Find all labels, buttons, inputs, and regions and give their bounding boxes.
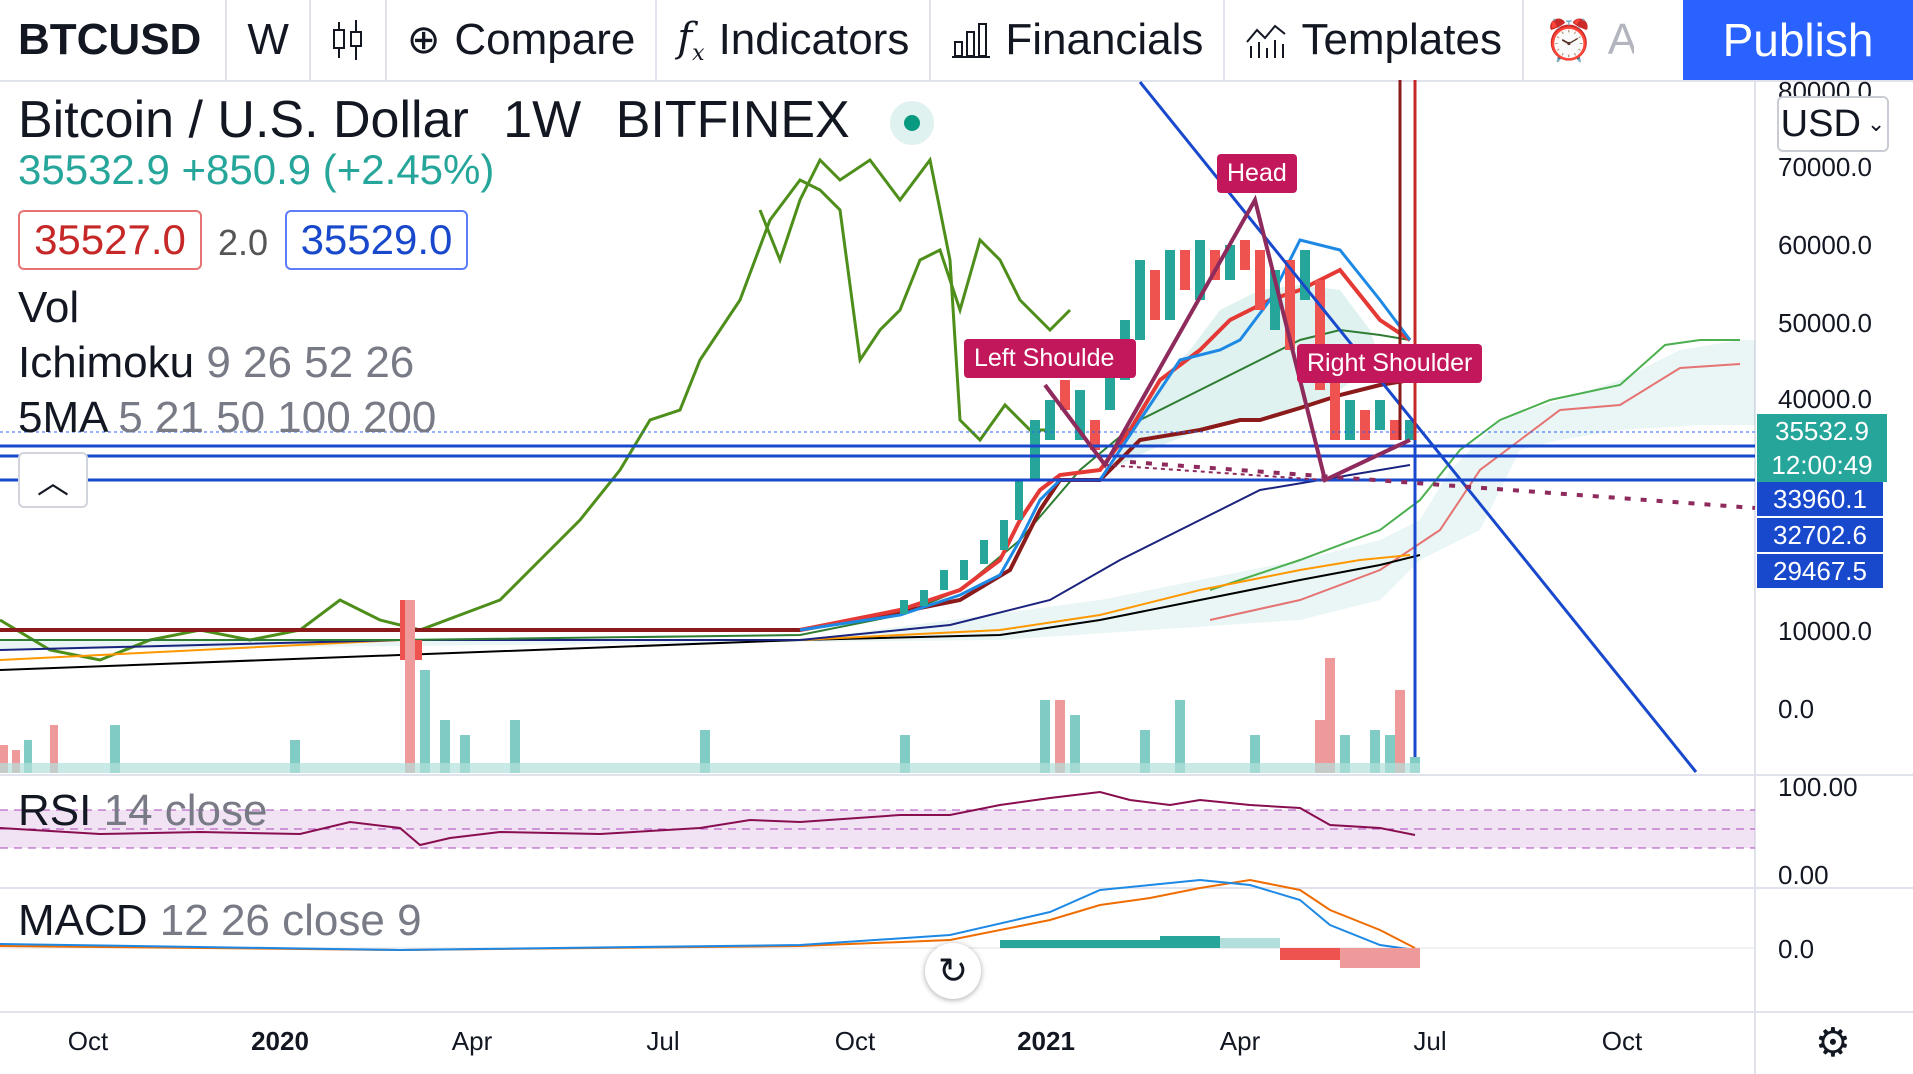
time-label: Oct	[1601, 1026, 1643, 1056]
alerts-label: Al	[1607, 15, 1634, 64]
financials-button[interactable]: Financials	[931, 0, 1226, 80]
rsi-label: RSI	[18, 786, 92, 835]
reset-chart-button[interactable]: ↻	[925, 943, 981, 999]
ichimoku-params: 9 26 52 26	[206, 338, 415, 387]
macd-histogram	[1000, 936, 1420, 968]
chevron-up-icon: ︿	[36, 464, 69, 500]
price-label: 0.0	[1778, 694, 1815, 724]
price-label: 50000.0	[1778, 308, 1872, 338]
time-label: Jul	[646, 1026, 680, 1056]
rsi-axis-label: 0.00	[1778, 860, 1829, 890]
head-label[interactable]: Head	[1217, 154, 1297, 193]
time-label: 2020	[251, 1026, 309, 1056]
publish-button[interactable]: Publish	[1683, 0, 1913, 80]
chart-type-button[interactable]	[311, 0, 387, 80]
time-label: Apr	[1219, 1026, 1261, 1056]
level-tag: 32702.6	[1757, 518, 1883, 552]
buy-button[interactable]: 35529.0	[285, 210, 468, 270]
settings-button[interactable]: ⚙	[1815, 1020, 1851, 1066]
time-label: Apr	[451, 1026, 493, 1056]
macd-label: MACD	[18, 896, 148, 945]
time-label: Oct	[834, 1026, 876, 1056]
volume-bars	[0, 600, 1420, 773]
candles-icon	[332, 20, 362, 60]
function-icon: fx	[677, 14, 705, 66]
spread-value: 2.0	[218, 222, 269, 263]
rsi-params: 14 close	[103, 786, 268, 835]
gear-icon: ⚙	[1815, 1021, 1851, 1065]
macd-legend[interactable]: MACD 12 26 close 9	[18, 896, 422, 946]
level-tag: 29467.5	[1757, 554, 1883, 588]
bar-chart-icon	[952, 23, 991, 58]
interval-button[interactable]: W	[227, 0, 311, 80]
right-shoulder-label[interactable]: Right Shoulder	[1297, 344, 1483, 383]
currency-label: USD	[1780, 102, 1861, 145]
ichimoku-label: Ichimoku	[18, 338, 195, 387]
alarm-clock-icon: ⏰	[1543, 18, 1594, 63]
ichimoku-legend[interactable]: Ichimoku 9 26 52 26	[18, 338, 414, 388]
ma-legend[interactable]: 5MA 5 21 50 100 200	[18, 393, 436, 443]
plus-circle-icon: ⊕	[406, 18, 441, 62]
chart-canvas[interactable]	[0, 80, 1913, 1074]
title-exchange: BITFINEX	[615, 91, 850, 149]
vol-label: Vol	[18, 283, 80, 332]
last-price: 35532.9	[1775, 416, 1869, 446]
top-toolbar: BTCUSD W ⊕ Compare fx Indicators Financi…	[0, 0, 1913, 82]
compare-button[interactable]: ⊕ Compare	[387, 0, 658, 80]
left-shoulder-label[interactable]: Left Shoulde	[964, 339, 1136, 378]
vol-legend[interactable]: Vol	[18, 283, 79, 333]
indicators-label: Indicators	[718, 15, 910, 64]
rsi-axis-label: 100.00	[1778, 772, 1858, 802]
price-label: 40000.0	[1778, 384, 1872, 414]
time-label: Oct	[67, 1026, 109, 1056]
ma-label: 5MA	[18, 393, 107, 442]
macd-params: 12 26 close 9	[159, 896, 422, 945]
rsi-legend[interactable]: RSI 14 close	[18, 786, 267, 836]
indicators-button[interactable]: fx Indicators	[657, 0, 932, 80]
last-price-tag: 35532.9 12:00:49	[1757, 414, 1887, 482]
price-change: 35532.9 +850.9 (+2.45%)	[18, 146, 495, 193]
sell-button[interactable]: 35527.0	[18, 210, 202, 270]
bar-countdown: 12:00:49	[1771, 450, 1873, 480]
templates-icon	[1246, 24, 1287, 58]
price-label: 70000.0	[1778, 152, 1872, 182]
symbol-button[interactable]: BTCUSD	[0, 0, 228, 80]
templates-label: Templates	[1301, 15, 1502, 64]
title-interval: 1W	[503, 91, 582, 149]
price-label: 60000.0	[1778, 230, 1872, 260]
chevron-down-icon: ⌄	[1866, 111, 1886, 136]
price-label: 10000.0	[1778, 616, 1872, 646]
currency-selector[interactable]: USD ⌄	[1777, 96, 1889, 152]
macd-axis-label: 0.0	[1778, 934, 1815, 964]
time-label: 2021	[1017, 1026, 1075, 1056]
symbol-description: Bitcoin / U.S. Dollar	[18, 91, 469, 149]
alerts-button[interactable]: ⏰ Al	[1524, 0, 1634, 80]
market-status-icon[interactable]	[890, 101, 935, 146]
financials-label: Financials	[1005, 15, 1204, 64]
collapse-legend-button[interactable]: ︿	[18, 452, 88, 508]
time-label: Jul	[1413, 1026, 1447, 1056]
compare-label: Compare	[454, 15, 636, 64]
refresh-icon: ↻	[937, 950, 969, 991]
chart-title[interactable]: Bitcoin / U.S. Dollar 1W BITFINEX	[18, 90, 935, 150]
templates-button[interactable]: Templates	[1225, 0, 1524, 80]
ma-params: 5 21 50 100 200	[118, 393, 437, 442]
level-tag: 33960.1	[1757, 482, 1883, 516]
